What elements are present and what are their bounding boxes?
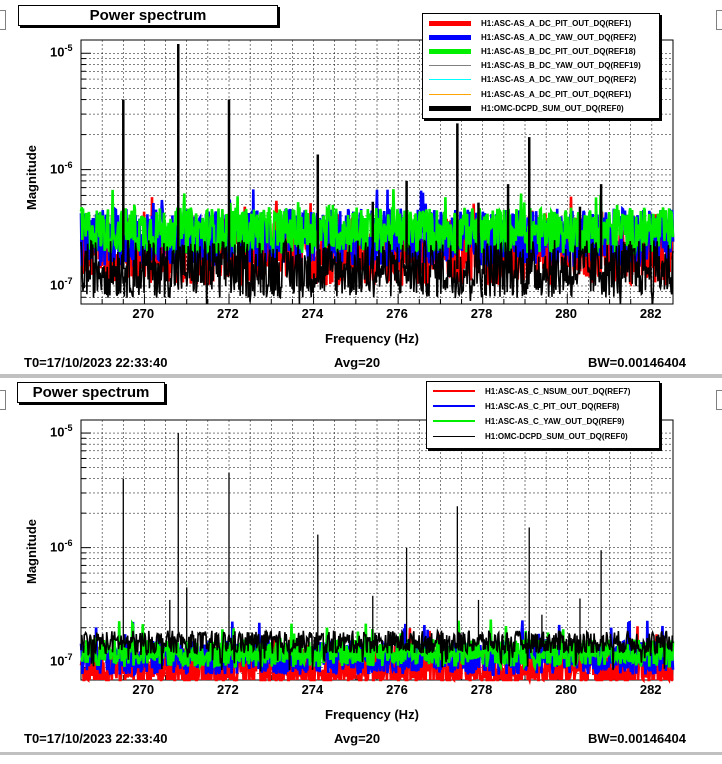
- legend-label: H1:ASC-AS_C_NSUM_OUT_DQ(REF7): [485, 386, 631, 396]
- legend-entry[interactable]: H1:ASC-AS_A_DC_YAW_OUT_DQ(REF2): [429, 32, 636, 42]
- legend-label: H1:ASC-AS_A_DC_PIT_OUT_DQ(REF1): [481, 18, 632, 28]
- legend-entry[interactable]: H1:OMC-DCPD_SUM_OUT_DQ(REF0): [429, 103, 624, 113]
- legend-swatch: [429, 65, 471, 67]
- legend-swatch: [433, 435, 475, 437]
- y-tick-label: 10-6: [50, 159, 73, 176]
- legend-label: H1:ASC-AS_C_YAW_OUT_DQ(REF9): [485, 416, 625, 426]
- spectrum-panel-2: Power spectrum H1:ASC-AS_C_NSUM_OUT_DQ(R…: [0, 378, 722, 752]
- spectrum-plot-1: [79, 39, 675, 305]
- legend-label: H1:ASC-AS_C_PIT_OUT_DQ(REF8): [485, 401, 620, 411]
- legend-label: H1:ASC-AS_A_DC_YAW_OUT_DQ(REF2): [481, 75, 637, 85]
- legend-label: H1:ASC-AS_B_DC_YAW_OUT_DQ(REF19): [481, 61, 641, 71]
- x-axis-label: Frequency (Hz): [325, 331, 419, 346]
- y-axis-label: Magnitude: [24, 519, 39, 584]
- footer-avg: Avg=20: [334, 731, 381, 746]
- legend-swatch: [429, 93, 471, 95]
- legend-label: H1:ASC-AS_B_DC_PIT_OUT_DQ(REF18): [481, 46, 636, 56]
- spectrum-panel-1: Power spectrum H1:ASC-AS_A_DC_PIT_OUT_DQ…: [0, 0, 722, 374]
- legend-entry[interactable]: H1:ASC-AS_A_DC_PIT_OUT_DQ(REF1): [429, 89, 631, 99]
- right-scroll-handle[interactable]: [716, 390, 722, 410]
- legend-entry[interactable]: H1:ASC-AS_A_DC_PIT_OUT_DQ(REF1): [429, 18, 631, 28]
- legend-entry[interactable]: H1:ASC-AS_B_DC_YAW_OUT_DQ(REF19): [429, 61, 641, 71]
- y-tick-label: 10-5: [50, 423, 73, 440]
- footer-t0: T0=17/10/2023 22:33:40: [24, 355, 168, 370]
- legend-box[interactable]: H1:ASC-AS_A_DC_PIT_OUT_DQ(REF1) H1:ASC-AS…: [422, 13, 660, 119]
- x-tick-label: 270: [132, 682, 155, 697]
- legend-box[interactable]: H1:ASC-AS_C_NSUM_OUT_DQ(REF7) H1:ASC-AS_C…: [426, 381, 660, 449]
- panel-title[interactable]: Power spectrum: [17, 382, 165, 403]
- legend-swatch: [429, 48, 471, 54]
- series-line: [80, 628, 674, 672]
- left-scroll-handle[interactable]: [0, 390, 6, 410]
- x-tick-label: 272: [217, 682, 239, 697]
- left-scroll-handle[interactable]: [0, 10, 6, 30]
- x-tick-label: 274: [301, 682, 324, 697]
- next-panel-edge: [0, 755, 722, 764]
- legend-swatch: [429, 20, 471, 26]
- legend-swatch: [433, 390, 475, 392]
- x-tick-label: 278: [470, 306, 493, 321]
- right-scroll-handle[interactable]: [716, 10, 722, 30]
- x-tick-label: 276: [386, 306, 408, 321]
- legend-swatch: [429, 79, 471, 81]
- legend-swatch: [429, 105, 471, 111]
- footer-bw: BW=0.00146404: [588, 355, 686, 370]
- y-tick-label: 10-7: [50, 652, 73, 669]
- x-tick-label: 270: [132, 306, 155, 321]
- x-tick-label: 278: [470, 682, 493, 697]
- x-tick-label: 276: [386, 682, 408, 697]
- legend-swatch: [433, 420, 475, 422]
- legend-entry[interactable]: H1:ASC-AS_C_NSUM_OUT_DQ(REF7): [433, 386, 630, 396]
- legend-label: H1:ASC-AS_A_DC_YAW_OUT_DQ(REF2): [481, 32, 637, 42]
- legend-entry[interactable]: H1:ASC-AS_C_YAW_OUT_DQ(REF9): [433, 416, 624, 426]
- legend-label: H1:OMC-DCPD_SUM_OUT_DQ(REF0): [481, 103, 624, 113]
- legend-label: H1:OMC-DCPD_SUM_OUT_DQ(REF0): [485, 431, 628, 441]
- series-line: [79, 189, 675, 259]
- spectrum-plot-2: [79, 419, 675, 686]
- x-tick-label: 282: [639, 682, 662, 697]
- series-line: [80, 237, 674, 305]
- x-tick-label: 272: [217, 306, 239, 321]
- panel-title[interactable]: Power spectrum: [18, 5, 278, 26]
- legend-entry[interactable]: H1:OMC-DCPD_SUM_OUT_DQ(REF0): [433, 431, 628, 441]
- y-axis-label: Magnitude: [24, 145, 39, 210]
- footer-t0: T0=17/10/2023 22:33:40: [24, 731, 168, 746]
- x-tick-label: 282: [639, 306, 662, 321]
- y-tick-label: 10-6: [50, 537, 73, 554]
- y-tick-label: 10-5: [50, 43, 73, 60]
- legend-swatch: [429, 34, 471, 40]
- y-tick-label: 10-7: [50, 275, 73, 293]
- legend-swatch: [433, 405, 475, 407]
- legend-label: H1:ASC-AS_A_DC_PIT_OUT_DQ(REF1): [481, 89, 632, 99]
- x-tick-label: 280: [555, 306, 577, 321]
- footer-bw: BW=0.00146404: [588, 731, 686, 746]
- x-tick-label: 274: [301, 306, 324, 321]
- legend-entry[interactable]: H1:ASC-AS_C_PIT_OUT_DQ(REF8): [433, 401, 619, 411]
- footer-avg: Avg=20: [334, 355, 381, 370]
- legend-entry[interactable]: H1:ASC-AS_A_DC_YAW_OUT_DQ(REF2): [429, 75, 636, 85]
- x-tick-label: 280: [555, 682, 577, 697]
- x-axis-label: Frequency (Hz): [325, 707, 419, 722]
- legend-entry[interactable]: H1:ASC-AS_B_DC_PIT_OUT_DQ(REF18): [429, 46, 636, 56]
